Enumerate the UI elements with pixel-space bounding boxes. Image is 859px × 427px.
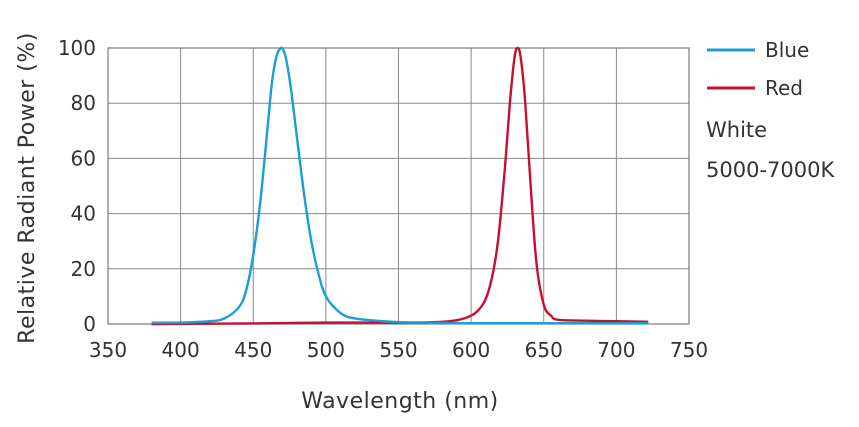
legend: Blue Red [707,38,809,100]
y-tick-label: 60 [71,146,96,170]
y-tick-label: 80 [71,91,96,115]
x-axis-title: Wavelength (nm) [301,389,499,414]
x-tick-label: 550 [379,338,417,362]
legend-label-blue: Blue [765,38,809,62]
x-tick-label: 500 [307,338,345,362]
x-tick-label: 350 [89,338,127,362]
y-axis-title: Relative Radiant Power (%) [15,32,40,344]
series-line-red [151,46,649,326]
grid-lines [107,47,690,325]
y-tick-label: 40 [71,202,96,226]
x-tick-label: 700 [597,338,635,362]
x-tick-label: 650 [525,338,563,362]
annotation-cct: 5000-7000K [706,158,835,182]
legend-label-red: Red [765,76,803,100]
y-tick-label: 20 [71,257,96,281]
series-lines [151,46,649,326]
series-line-blue [151,46,649,325]
annotation-white: White [706,118,767,142]
y-tick-label: 100 [58,36,96,60]
x-tick-labels: 350 400 450 500 550 600 650 700 750 [89,338,708,362]
plot-frame [107,47,690,325]
x-tick-label: 600 [452,338,490,362]
x-tick-label: 450 [234,338,272,362]
x-tick-label: 750 [670,338,708,362]
x-tick-label: 400 [162,338,200,362]
y-tick-labels: 0 20 40 60 80 100 [58,36,96,336]
y-tick-label: 0 [83,312,96,336]
